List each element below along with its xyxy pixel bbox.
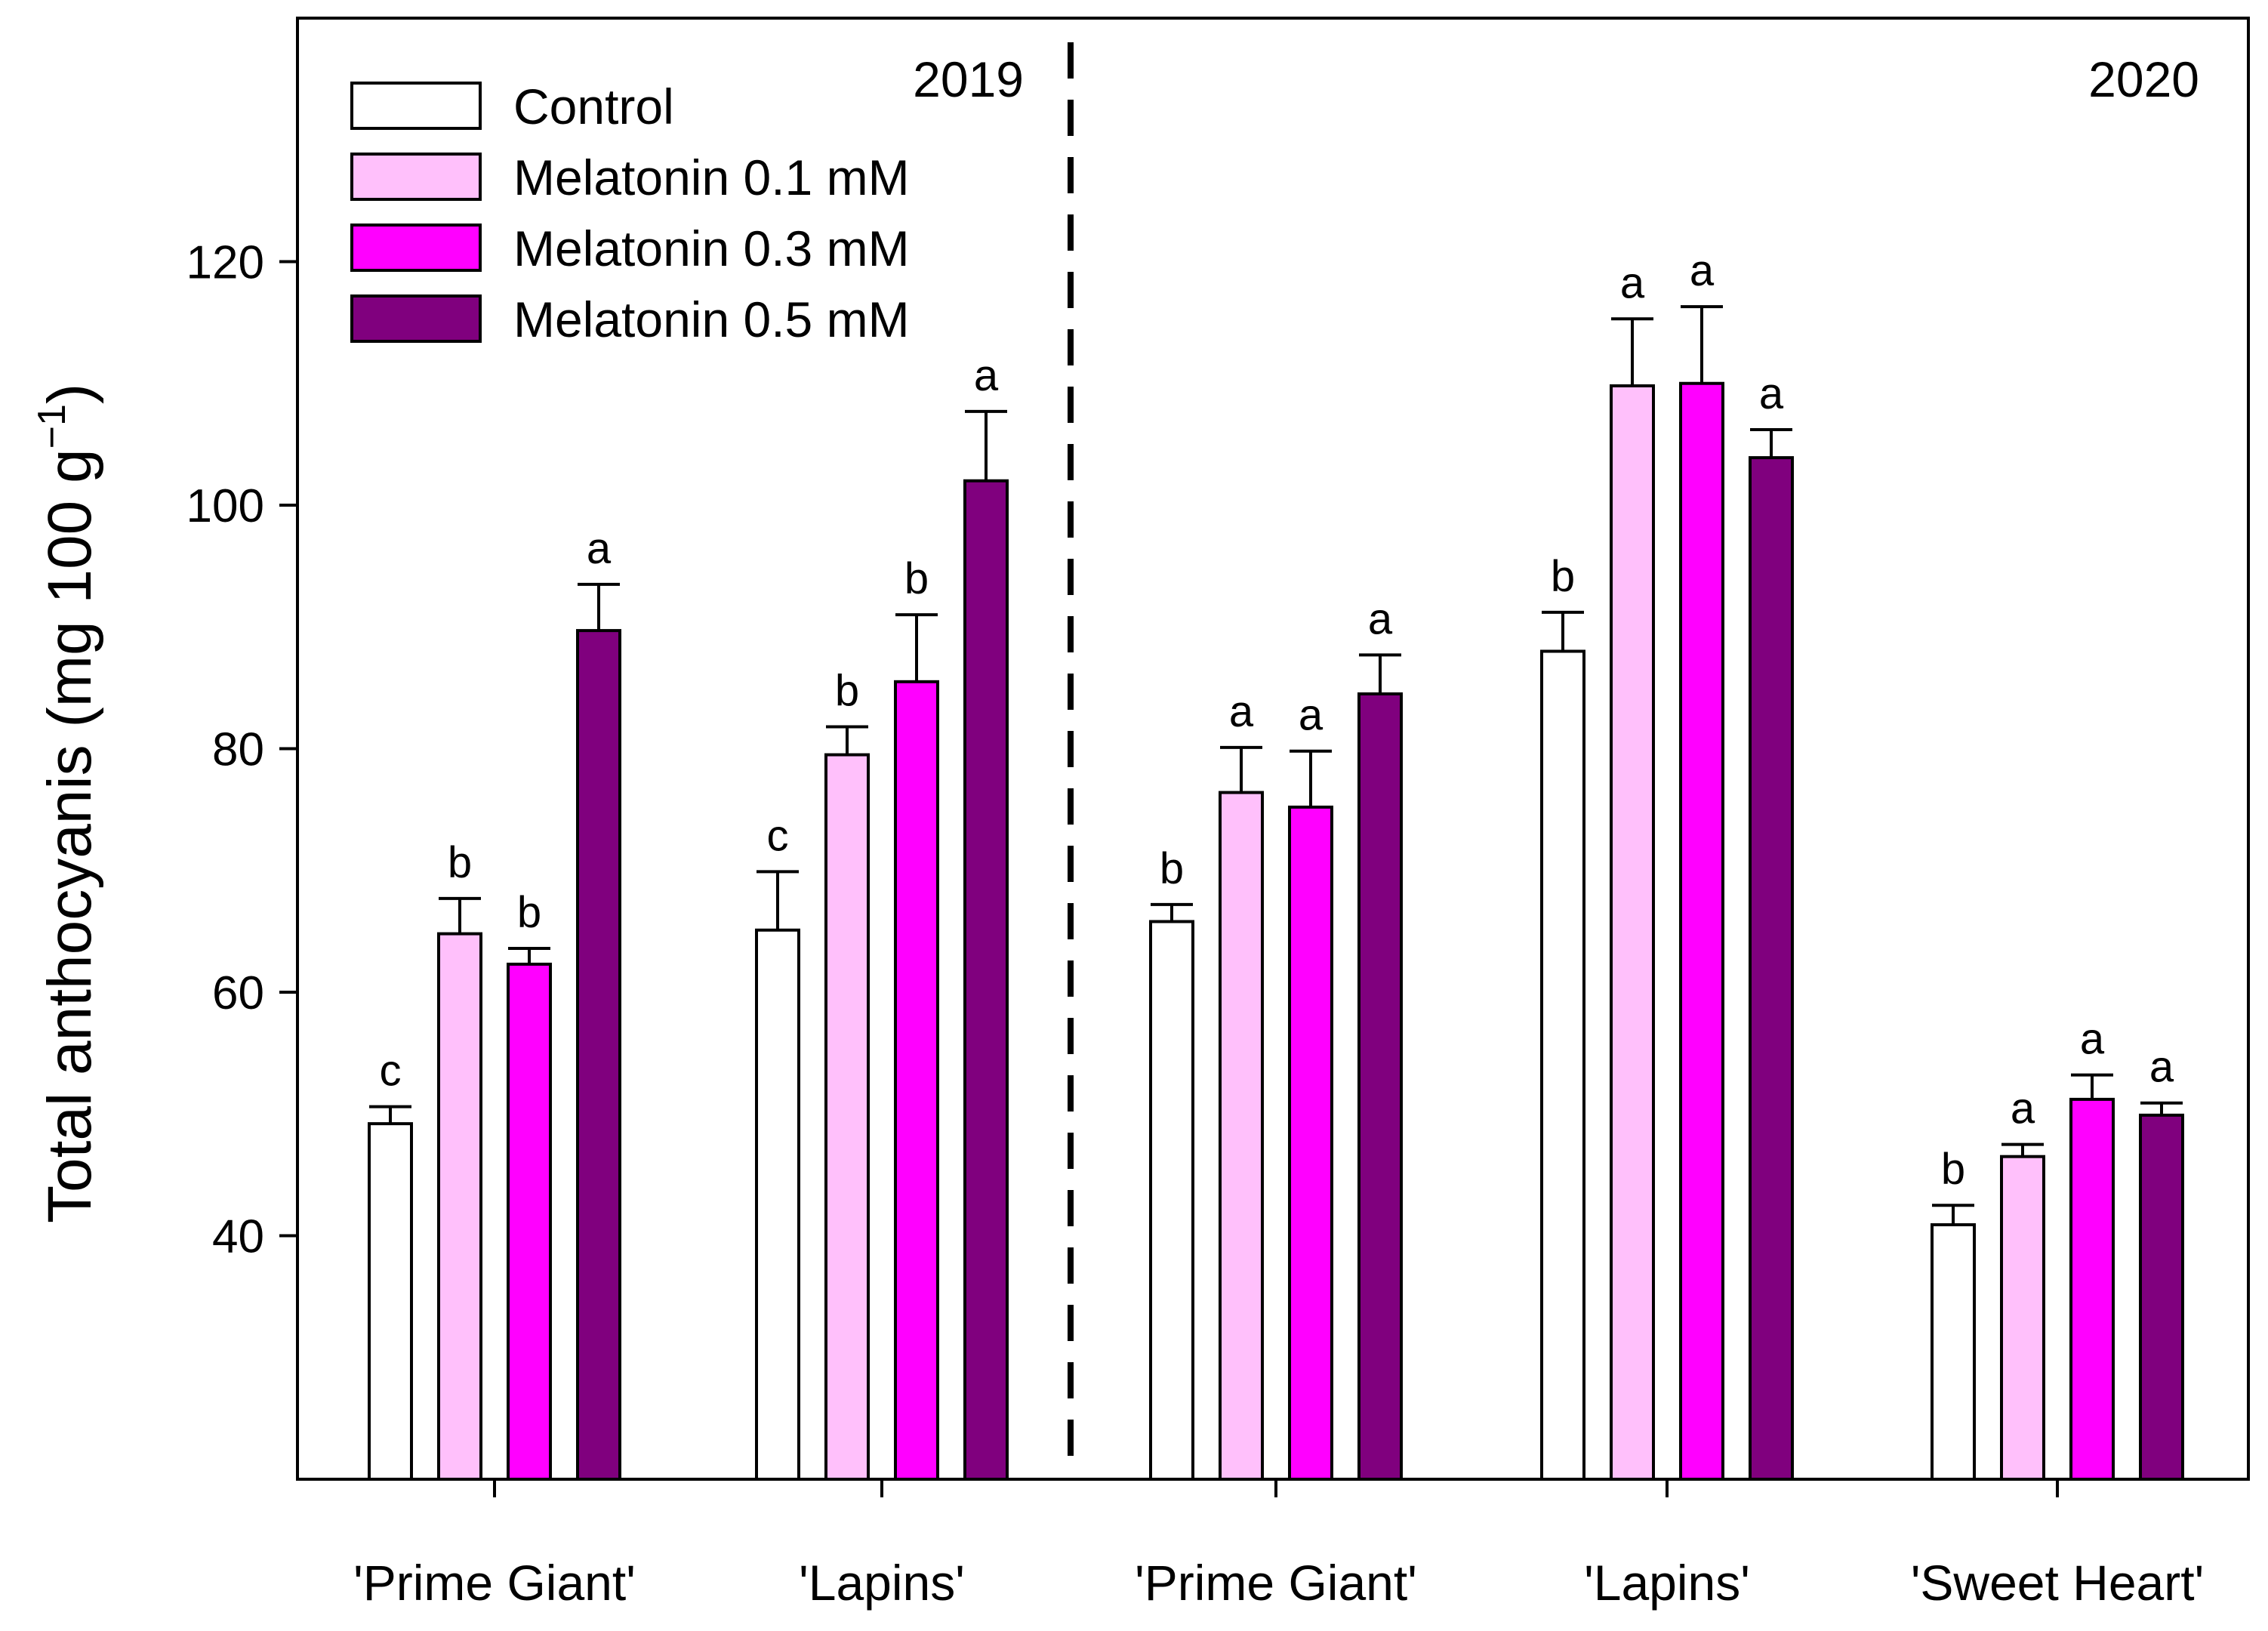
bar [1219,791,1264,1481]
significance-letter: a [2080,1015,2105,1064]
y-tick-label: 60 [212,967,264,1019]
bar [1149,920,1194,1481]
error-bar [1542,610,1584,652]
error-bar [1359,653,1401,694]
error-bar [1220,745,1262,793]
error-bar [2071,1073,2113,1099]
bar [1679,381,1724,1481]
error-bar [1290,749,1332,807]
significance-letter: b [904,554,929,603]
legend-swatch [350,153,482,201]
y-tick-label: 80 [212,724,264,776]
error-bar [1611,317,1653,386]
bar [1288,805,1333,1481]
legend-label: Control [513,79,674,134]
significance-letter: b [835,666,859,715]
legend-swatch [350,82,482,130]
plot-frame [296,17,2250,1481]
legend-swatch [350,294,482,343]
y-tick-label: 120 [186,237,264,289]
year-label-2019: 2019 [913,51,1024,107]
error-bar [1151,902,1193,922]
bar [2069,1097,2115,1481]
significance-letter: b [448,838,472,887]
y-axis-label-close: ) [35,384,104,404]
legend-label: Melatonin 0.3 mM [513,220,910,276]
error-bar [1750,428,1792,458]
bar [576,629,621,1481]
significance-letter: a [1759,369,1784,418]
significance-letter: b [517,888,541,937]
error-bar [757,870,799,930]
bar [368,1122,413,1481]
significance-letter: a [587,524,612,573]
legend: Control Melatonin 0.1 mM Melatonin 0.3 mM M… [350,79,910,347]
bar [894,680,939,1481]
legend-label: Melatonin 0.1 mM [513,150,910,205]
category-label: 'Prime Giant' [353,1555,636,1611]
error-bar [895,613,938,682]
legend-swatch [350,224,482,272]
y-axis-label-exponent: −1 [30,404,74,449]
significance-letter: a [1620,258,1645,307]
error-bar [508,946,550,964]
bars-layer [368,381,2184,1481]
bar [1749,456,1794,1481]
y-tick-label: 100 [186,480,264,532]
significance-letter: a [2149,1043,2174,1092]
error-bar [578,582,620,631]
bar [824,753,870,1481]
significance-letter: a [974,351,999,400]
error-bar [369,1105,411,1124]
error-bar [965,409,1007,481]
category-label: 'Lapins' [799,1555,965,1611]
bar [2000,1155,2045,1481]
significance-letter: a [1368,594,1393,643]
significance-letter: a [1229,687,1254,736]
significance-letter: c [380,1047,402,1096]
bar [1540,649,1585,1481]
bar [507,962,552,1481]
significance-letter: c [767,811,789,860]
error-bar [826,725,868,755]
significance-letter: a [1299,691,1324,740]
y-tick-label: 40 [212,1211,264,1263]
significance-letter: b [1160,844,1184,893]
bar [1610,384,1655,1481]
bar [1357,692,1403,1481]
legend-label: Melatonin 0.5 mM [513,291,910,347]
error-bar [2001,1142,2044,1157]
significance-letter: a [2011,1084,2035,1133]
category-label: 'Prime Giant' [1135,1555,1417,1611]
bar [2139,1113,2184,1481]
error-bar [439,896,481,934]
year-label-2020: 2020 [2088,51,2199,107]
bar [755,928,800,1481]
category-label: 'Sweet Heart' [1911,1555,2204,1611]
category-label: 'Lapins' [1584,1555,1750,1611]
bar [963,479,1009,1481]
bar [1931,1222,1976,1481]
y-axis-label-text: Total anthocyanis (mg 100 g [35,449,104,1223]
y-axis-label: Total anthocyanis (mg 100 g−1) [30,384,104,1223]
error-bar [1681,305,1723,384]
bar [437,932,482,1481]
significance-letter: a [1690,246,1715,295]
error-bar [1932,1204,1974,1225]
error-bar [2140,1101,2183,1115]
significance-letter: b [1551,552,1575,601]
significance-letter: b [1941,1145,1965,1194]
